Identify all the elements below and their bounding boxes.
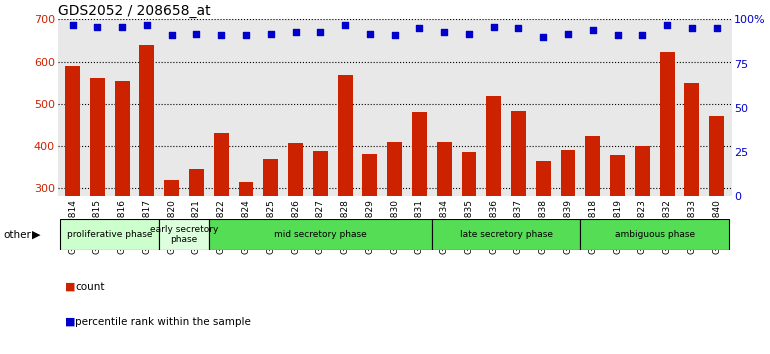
Text: ▶: ▶ <box>32 230 41 240</box>
Point <box>711 25 723 31</box>
Bar <box>461 152 477 196</box>
Point <box>562 31 574 36</box>
Bar <box>536 161 551 196</box>
Bar <box>189 169 204 196</box>
Point <box>363 31 376 36</box>
Bar <box>585 136 601 196</box>
Point <box>91 24 103 29</box>
Point <box>686 25 698 31</box>
Point <box>290 29 302 35</box>
Point <box>661 22 673 28</box>
Text: ambiguous phase: ambiguous phase <box>614 230 695 239</box>
Text: early secretory
phase: early secretory phase <box>150 225 218 244</box>
Text: count: count <box>75 282 105 292</box>
Bar <box>412 112 427 196</box>
Text: percentile rank within the sample: percentile rank within the sample <box>75 317 251 327</box>
Point <box>487 24 500 29</box>
Point <box>66 22 79 28</box>
Point <box>141 22 153 28</box>
Text: late secretory phase: late secretory phase <box>460 230 553 239</box>
Text: other: other <box>4 230 32 240</box>
Bar <box>660 52 675 196</box>
Bar <box>709 115 724 196</box>
Point <box>587 27 599 33</box>
Point <box>611 33 624 38</box>
Bar <box>115 81 129 196</box>
Point <box>314 29 326 35</box>
Bar <box>581 219 729 250</box>
Text: mid secretory phase: mid secretory phase <box>274 230 367 239</box>
Text: proliferative phase: proliferative phase <box>67 230 152 239</box>
Bar <box>437 142 451 196</box>
Bar <box>635 146 650 196</box>
Bar <box>159 219 209 250</box>
Point <box>388 33 400 38</box>
Text: ■: ■ <box>65 282 76 292</box>
Point <box>116 24 129 29</box>
Point <box>215 33 227 38</box>
Point <box>438 29 450 35</box>
Bar <box>561 150 575 196</box>
Bar <box>338 75 353 196</box>
Bar <box>313 152 328 196</box>
Point <box>166 33 178 38</box>
Text: ■: ■ <box>65 317 76 327</box>
Text: GDS2052 / 208658_at: GDS2052 / 208658_at <box>58 5 210 18</box>
Point <box>239 33 252 38</box>
Bar <box>60 219 159 250</box>
Point <box>463 31 475 36</box>
Bar <box>209 219 432 250</box>
Bar <box>239 182 253 196</box>
Bar <box>432 219 581 250</box>
Bar <box>65 66 80 196</box>
Bar <box>263 159 278 196</box>
Point <box>537 34 550 40</box>
Point <box>265 31 277 36</box>
Bar <box>288 143 303 196</box>
Point <box>339 22 351 28</box>
Point <box>512 25 524 31</box>
Bar <box>610 155 625 196</box>
Bar <box>214 133 229 196</box>
Point <box>190 31 203 36</box>
Bar <box>90 79 105 196</box>
Point <box>636 33 648 38</box>
Bar <box>511 112 526 196</box>
Bar <box>139 45 154 196</box>
Bar <box>487 96 501 196</box>
Bar <box>685 83 699 196</box>
Bar <box>387 142 402 196</box>
Bar <box>363 154 377 196</box>
Bar <box>164 181 179 196</box>
Point <box>413 25 426 31</box>
